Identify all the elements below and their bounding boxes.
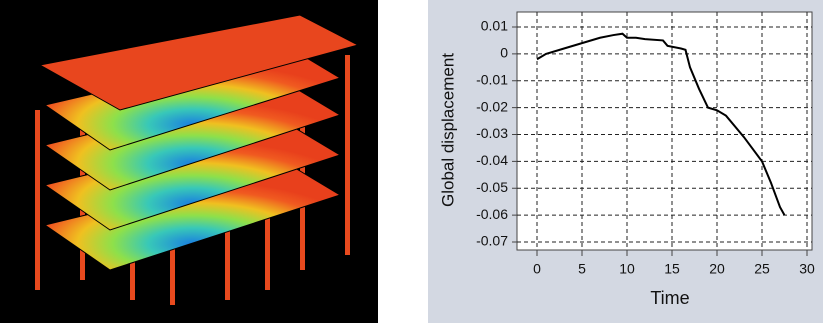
y-tick-label: -0.04 bbox=[476, 152, 508, 168]
x-tick-label: 15 bbox=[664, 261, 680, 277]
x-axis-label: Time bbox=[650, 288, 689, 308]
plot-area bbox=[517, 12, 812, 250]
x-tick-label: 0 bbox=[533, 261, 541, 277]
y-tick-label: -0.02 bbox=[476, 98, 508, 114]
y-tick-label: -0.07 bbox=[476, 233, 508, 249]
figure: Time Global displacement 0.01 0 -0.01 -0.02… bbox=[0, 0, 823, 323]
x-tick-label: 30 bbox=[799, 261, 815, 277]
y-tick-label: 0.01 bbox=[481, 18, 508, 34]
y-tick-label: -0.06 bbox=[476, 206, 508, 222]
y-tick-label: -0.01 bbox=[476, 71, 508, 87]
y-tick-label: 0 bbox=[500, 45, 508, 61]
y-tick-label: -0.03 bbox=[476, 125, 508, 141]
y-axis-label: Global displacement bbox=[438, 53, 457, 207]
x-tick-label: 20 bbox=[709, 261, 725, 277]
y-tick-label: -0.05 bbox=[476, 179, 508, 195]
x-tick-label: 5 bbox=[578, 261, 586, 277]
x-tick-label: 25 bbox=[754, 261, 770, 277]
x-tick-label: 10 bbox=[619, 261, 635, 277]
